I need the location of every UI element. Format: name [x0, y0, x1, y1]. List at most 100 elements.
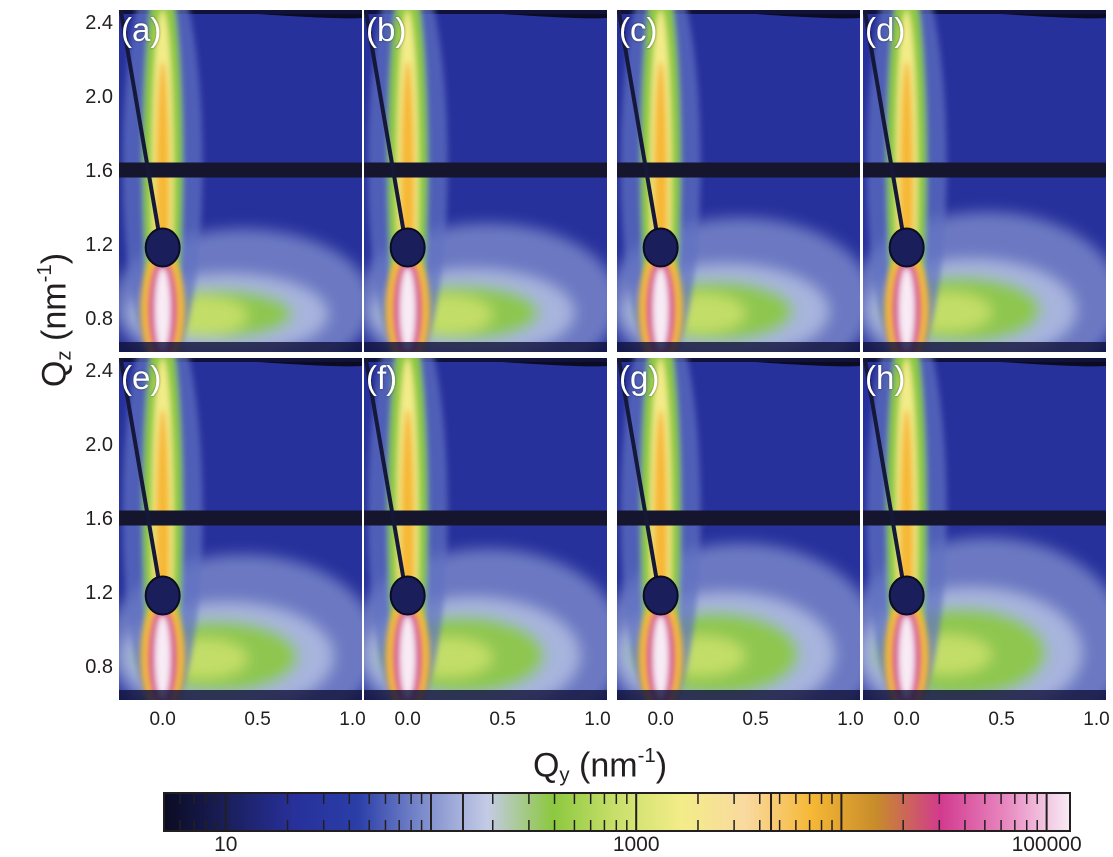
colorbar-tick-label: 100000: [1011, 833, 1082, 856]
panel-label: (g): [619, 359, 660, 396]
beamstop-outline: [389, 227, 426, 268]
y-label-sup: -1: [34, 264, 56, 283]
beamstop-rod: [617, 358, 659, 580]
beamstop-rod: [119, 358, 161, 580]
detector-top-edge: [119, 10, 362, 14]
x-tick-label: 1.0: [1083, 709, 1110, 730]
detector-top-edge: [364, 358, 607, 362]
x-label-base: Q: [532, 746, 560, 785]
detector-gap-band: [119, 510, 362, 526]
scattering-map: [617, 10, 860, 352]
y-tick-label: 0.8: [85, 307, 113, 330]
reflected-beam-core: [385, 249, 430, 352]
colorbar: [163, 792, 1071, 832]
y-tick-label: 2.0: [85, 433, 113, 456]
y-tick-label: 1.2: [85, 581, 113, 604]
x-tick-label: 0.5: [742, 709, 769, 730]
scattering-map: [863, 10, 1106, 352]
beamstop-outline: [888, 227, 925, 268]
beamstop-outline: [642, 227, 679, 268]
x-tick-label: 1.0: [584, 709, 611, 730]
detector-gap-band: [119, 162, 362, 178]
y-tick-label: 0.8: [85, 655, 113, 678]
reflected-beam-core: [638, 249, 683, 352]
beamstop-rod: [617, 10, 659, 232]
scattering-map: [364, 358, 607, 700]
beamstop-outline: [144, 227, 181, 268]
beamstop-disk: [390, 576, 425, 615]
beamstop-rod: [863, 10, 905, 232]
scattering-map: [863, 358, 1106, 700]
beamstop-disk: [643, 576, 678, 615]
x-axis-label: Qy (nm-1): [490, 736, 710, 795]
x-tick-label: 0.5: [244, 709, 271, 730]
beamstop-disk: [889, 228, 924, 267]
y-label-close: ): [35, 252, 74, 265]
detector-gap-band: [364, 510, 607, 526]
scattering-panel-a: (a): [119, 10, 362, 352]
scattering-panel-f: (f): [364, 358, 607, 700]
x-tick-label: 0.0: [149, 709, 176, 730]
scattering-panel-c: (c): [617, 10, 860, 352]
y-label-base: Q: [35, 360, 74, 388]
beamstop-outline: [144, 575, 181, 616]
detector-gap-band: [617, 510, 860, 526]
y-axis-label: Qz (nm-1): [25, 240, 75, 400]
detector-bottom-edge: [617, 690, 860, 700]
x-label-unit: (nm: [569, 746, 638, 785]
beamstop-disk: [145, 576, 180, 615]
panel-label: (a): [121, 11, 162, 48]
beamstop-disk: [889, 576, 924, 615]
colorbar-tick-label: 1000: [612, 833, 660, 856]
panel-label: (d): [865, 11, 906, 48]
beamstop-disk: [145, 228, 180, 267]
beamstop-rod: [364, 10, 406, 232]
y-tick-label: 1.6: [85, 159, 113, 182]
detector-gap-band: [863, 162, 1106, 178]
beamstop-rod: [364, 358, 406, 580]
y-tick-label: 2.0: [85, 85, 113, 108]
panel-label: (e): [121, 359, 162, 396]
x-tick-label: 0.0: [394, 709, 421, 730]
x-tick-label: 1.0: [837, 709, 864, 730]
reflected-beam-core: [140, 597, 185, 700]
detector-bottom-edge: [364, 342, 607, 352]
beamstop-disk: [390, 228, 425, 267]
beamstop-outline: [389, 575, 426, 616]
detector-gap-band: [617, 162, 860, 178]
beamstop-rod: [863, 358, 905, 580]
scattering-panel-b: (b): [364, 10, 607, 352]
x-tick-label: 0.5: [489, 709, 516, 730]
x-tick-label: 0.0: [647, 709, 674, 730]
detector-bottom-edge: [119, 342, 362, 352]
detector-bottom-edge: [863, 690, 1106, 700]
detector-top-edge: [364, 10, 607, 14]
y-label-sub: z: [53, 350, 76, 361]
detector-bottom-edge: [863, 342, 1106, 352]
detector-bottom-edge: [364, 690, 607, 700]
panel-label: (b): [366, 11, 407, 48]
y-label-unit: (nm: [35, 282, 74, 351]
scattering-panel-e: (e): [119, 358, 362, 700]
reflected-beam-core: [140, 249, 185, 352]
beamstop-outline: [888, 575, 925, 616]
panel-label: (c): [619, 11, 658, 48]
detector-top-edge: [617, 10, 860, 14]
detector-top-edge: [617, 358, 860, 362]
x-tick-label: 1.0: [339, 709, 366, 730]
scattering-map: [119, 358, 362, 700]
y-tick-label: 2.4: [85, 359, 113, 382]
scattering-panel-h: (h): [863, 358, 1106, 700]
detector-top-edge: [119, 358, 362, 362]
detector-top-edge: [863, 358, 1106, 362]
reflected-beam-core: [884, 597, 929, 700]
scattering-map: [119, 10, 362, 352]
x-tick-label: 0.0: [893, 709, 920, 730]
x-label-close: ): [655, 746, 668, 785]
colorbar-tick-label: 10: [214, 833, 238, 856]
x-tick-label: 0.5: [988, 709, 1015, 730]
scattering-map: [364, 10, 607, 352]
y-tick-label: 2.4: [85, 11, 113, 34]
beamstop-outline: [642, 575, 679, 616]
detector-top-edge: [863, 10, 1106, 14]
